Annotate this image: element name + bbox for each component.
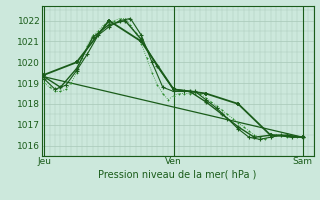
X-axis label: Pression niveau de la mer( hPa ): Pression niveau de la mer( hPa ) — [99, 169, 257, 179]
